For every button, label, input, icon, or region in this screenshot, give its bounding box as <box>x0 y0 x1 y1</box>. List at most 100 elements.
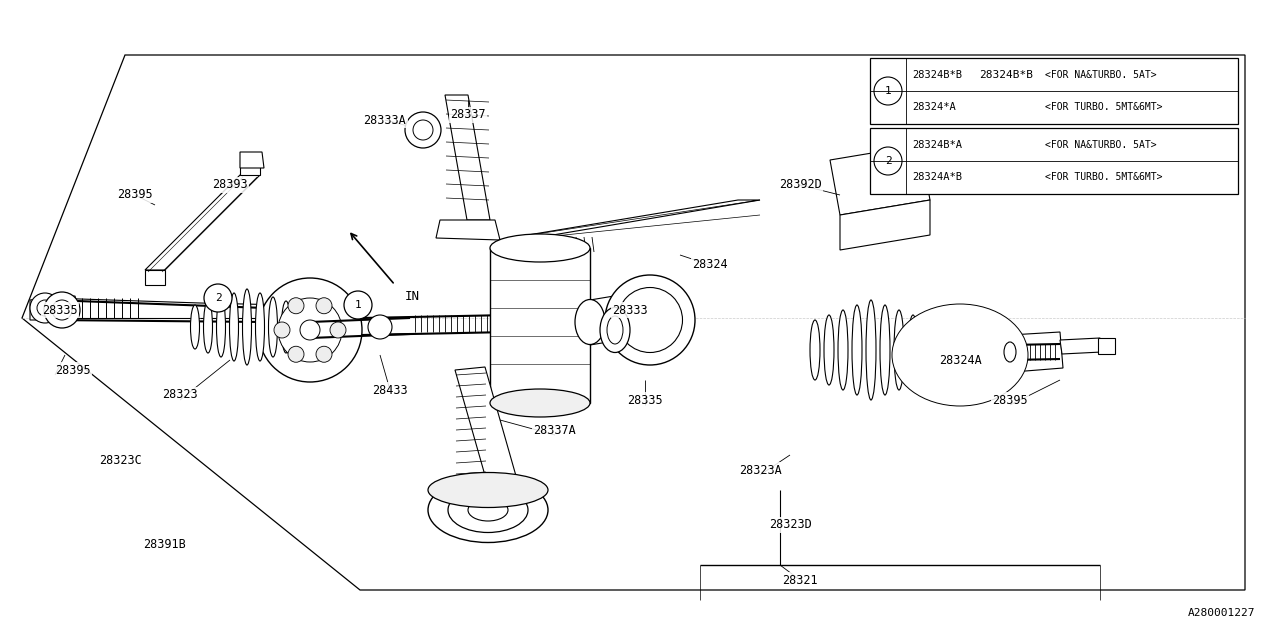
Text: A280001227: A280001227 <box>1188 608 1254 618</box>
Circle shape <box>316 298 332 314</box>
Ellipse shape <box>905 314 1015 396</box>
Circle shape <box>204 284 232 312</box>
Ellipse shape <box>282 301 291 353</box>
Text: 1: 1 <box>884 86 891 96</box>
Text: 1: 1 <box>355 300 361 310</box>
Ellipse shape <box>908 315 918 385</box>
Ellipse shape <box>915 310 1005 400</box>
Text: 2: 2 <box>215 293 221 303</box>
Ellipse shape <box>605 275 695 365</box>
Polygon shape <box>590 290 680 345</box>
Circle shape <box>29 293 60 323</box>
Circle shape <box>404 112 442 148</box>
Text: 28324B*B: 28324B*B <box>979 70 1033 80</box>
Ellipse shape <box>229 293 238 361</box>
Circle shape <box>288 346 305 362</box>
Text: 28393: 28393 <box>212 179 248 191</box>
Polygon shape <box>241 152 264 168</box>
Ellipse shape <box>892 304 1028 406</box>
Circle shape <box>37 300 52 316</box>
Ellipse shape <box>881 305 890 395</box>
Text: 28392D: 28392D <box>778 179 822 191</box>
Polygon shape <box>436 220 500 240</box>
Circle shape <box>369 315 392 339</box>
Polygon shape <box>55 296 78 320</box>
Ellipse shape <box>575 300 605 344</box>
Ellipse shape <box>824 315 835 385</box>
Polygon shape <box>29 298 49 320</box>
Text: <FOR TURBO. 5MT&6MT>: <FOR TURBO. 5MT&6MT> <box>1044 102 1162 112</box>
Ellipse shape <box>448 488 529 532</box>
Polygon shape <box>829 145 931 215</box>
Circle shape <box>300 320 320 340</box>
Text: <FOR TURBO. 5MT&6MT>: <FOR TURBO. 5MT&6MT> <box>1044 172 1162 182</box>
Ellipse shape <box>490 234 590 262</box>
Ellipse shape <box>607 316 623 344</box>
Ellipse shape <box>428 477 548 543</box>
Text: 28324A: 28324A <box>938 353 982 367</box>
Text: 28333: 28333 <box>612 303 648 317</box>
Bar <box>870 128 1238 194</box>
Text: 28395: 28395 <box>118 189 152 202</box>
Text: 28395: 28395 <box>55 364 91 376</box>
Polygon shape <box>840 200 931 250</box>
Circle shape <box>344 291 372 319</box>
Circle shape <box>278 298 342 362</box>
Ellipse shape <box>915 321 1005 388</box>
Ellipse shape <box>617 287 682 353</box>
Text: IN: IN <box>404 291 420 303</box>
Text: 28321: 28321 <box>782 573 818 586</box>
Polygon shape <box>1010 332 1062 372</box>
Ellipse shape <box>928 323 992 387</box>
Text: <FOR NA&TURBO. 5AT>: <FOR NA&TURBO. 5AT> <box>1044 140 1157 150</box>
Circle shape <box>330 322 346 338</box>
Circle shape <box>52 300 72 320</box>
Ellipse shape <box>838 310 849 390</box>
Ellipse shape <box>242 289 251 365</box>
Ellipse shape <box>893 310 904 390</box>
Ellipse shape <box>852 305 861 395</box>
Text: 28337A: 28337A <box>534 424 576 436</box>
Polygon shape <box>509 200 760 238</box>
Polygon shape <box>1060 338 1102 354</box>
Text: 2: 2 <box>884 156 891 166</box>
Circle shape <box>874 147 902 175</box>
Polygon shape <box>454 367 520 493</box>
Text: <FOR NA&TURBO. 5AT>: <FOR NA&TURBO. 5AT> <box>1044 70 1157 80</box>
Text: 28323: 28323 <box>163 388 198 401</box>
Ellipse shape <box>204 301 212 353</box>
Text: 28324*A: 28324*A <box>911 102 956 112</box>
Polygon shape <box>22 55 1245 590</box>
Ellipse shape <box>600 307 630 353</box>
Circle shape <box>259 278 362 382</box>
Polygon shape <box>145 175 260 270</box>
Text: 28323C: 28323C <box>99 454 141 467</box>
Text: 28324B*B: 28324B*B <box>911 70 963 80</box>
Text: 28324: 28324 <box>692 259 728 271</box>
Polygon shape <box>145 270 165 285</box>
Circle shape <box>874 77 902 105</box>
Ellipse shape <box>468 499 508 521</box>
Text: 28333A: 28333A <box>364 113 406 127</box>
Text: 28391B: 28391B <box>143 538 187 552</box>
Polygon shape <box>241 160 260 175</box>
Text: 28433: 28433 <box>372 383 408 397</box>
Polygon shape <box>1098 338 1115 354</box>
Circle shape <box>316 346 332 362</box>
Ellipse shape <box>867 300 876 400</box>
Ellipse shape <box>216 297 225 357</box>
Circle shape <box>274 322 291 338</box>
Bar <box>490 248 590 403</box>
Text: 28335: 28335 <box>42 303 78 317</box>
Text: 28335: 28335 <box>627 394 663 406</box>
Text: 28324B*A: 28324B*A <box>911 140 963 150</box>
Ellipse shape <box>1004 342 1016 362</box>
Ellipse shape <box>428 472 548 508</box>
Ellipse shape <box>256 293 265 361</box>
Bar <box>870 58 1238 124</box>
Ellipse shape <box>269 297 278 357</box>
Polygon shape <box>445 95 490 220</box>
Text: 28395: 28395 <box>992 394 1028 406</box>
Circle shape <box>44 292 79 328</box>
Text: 28324A*B: 28324A*B <box>911 172 963 182</box>
